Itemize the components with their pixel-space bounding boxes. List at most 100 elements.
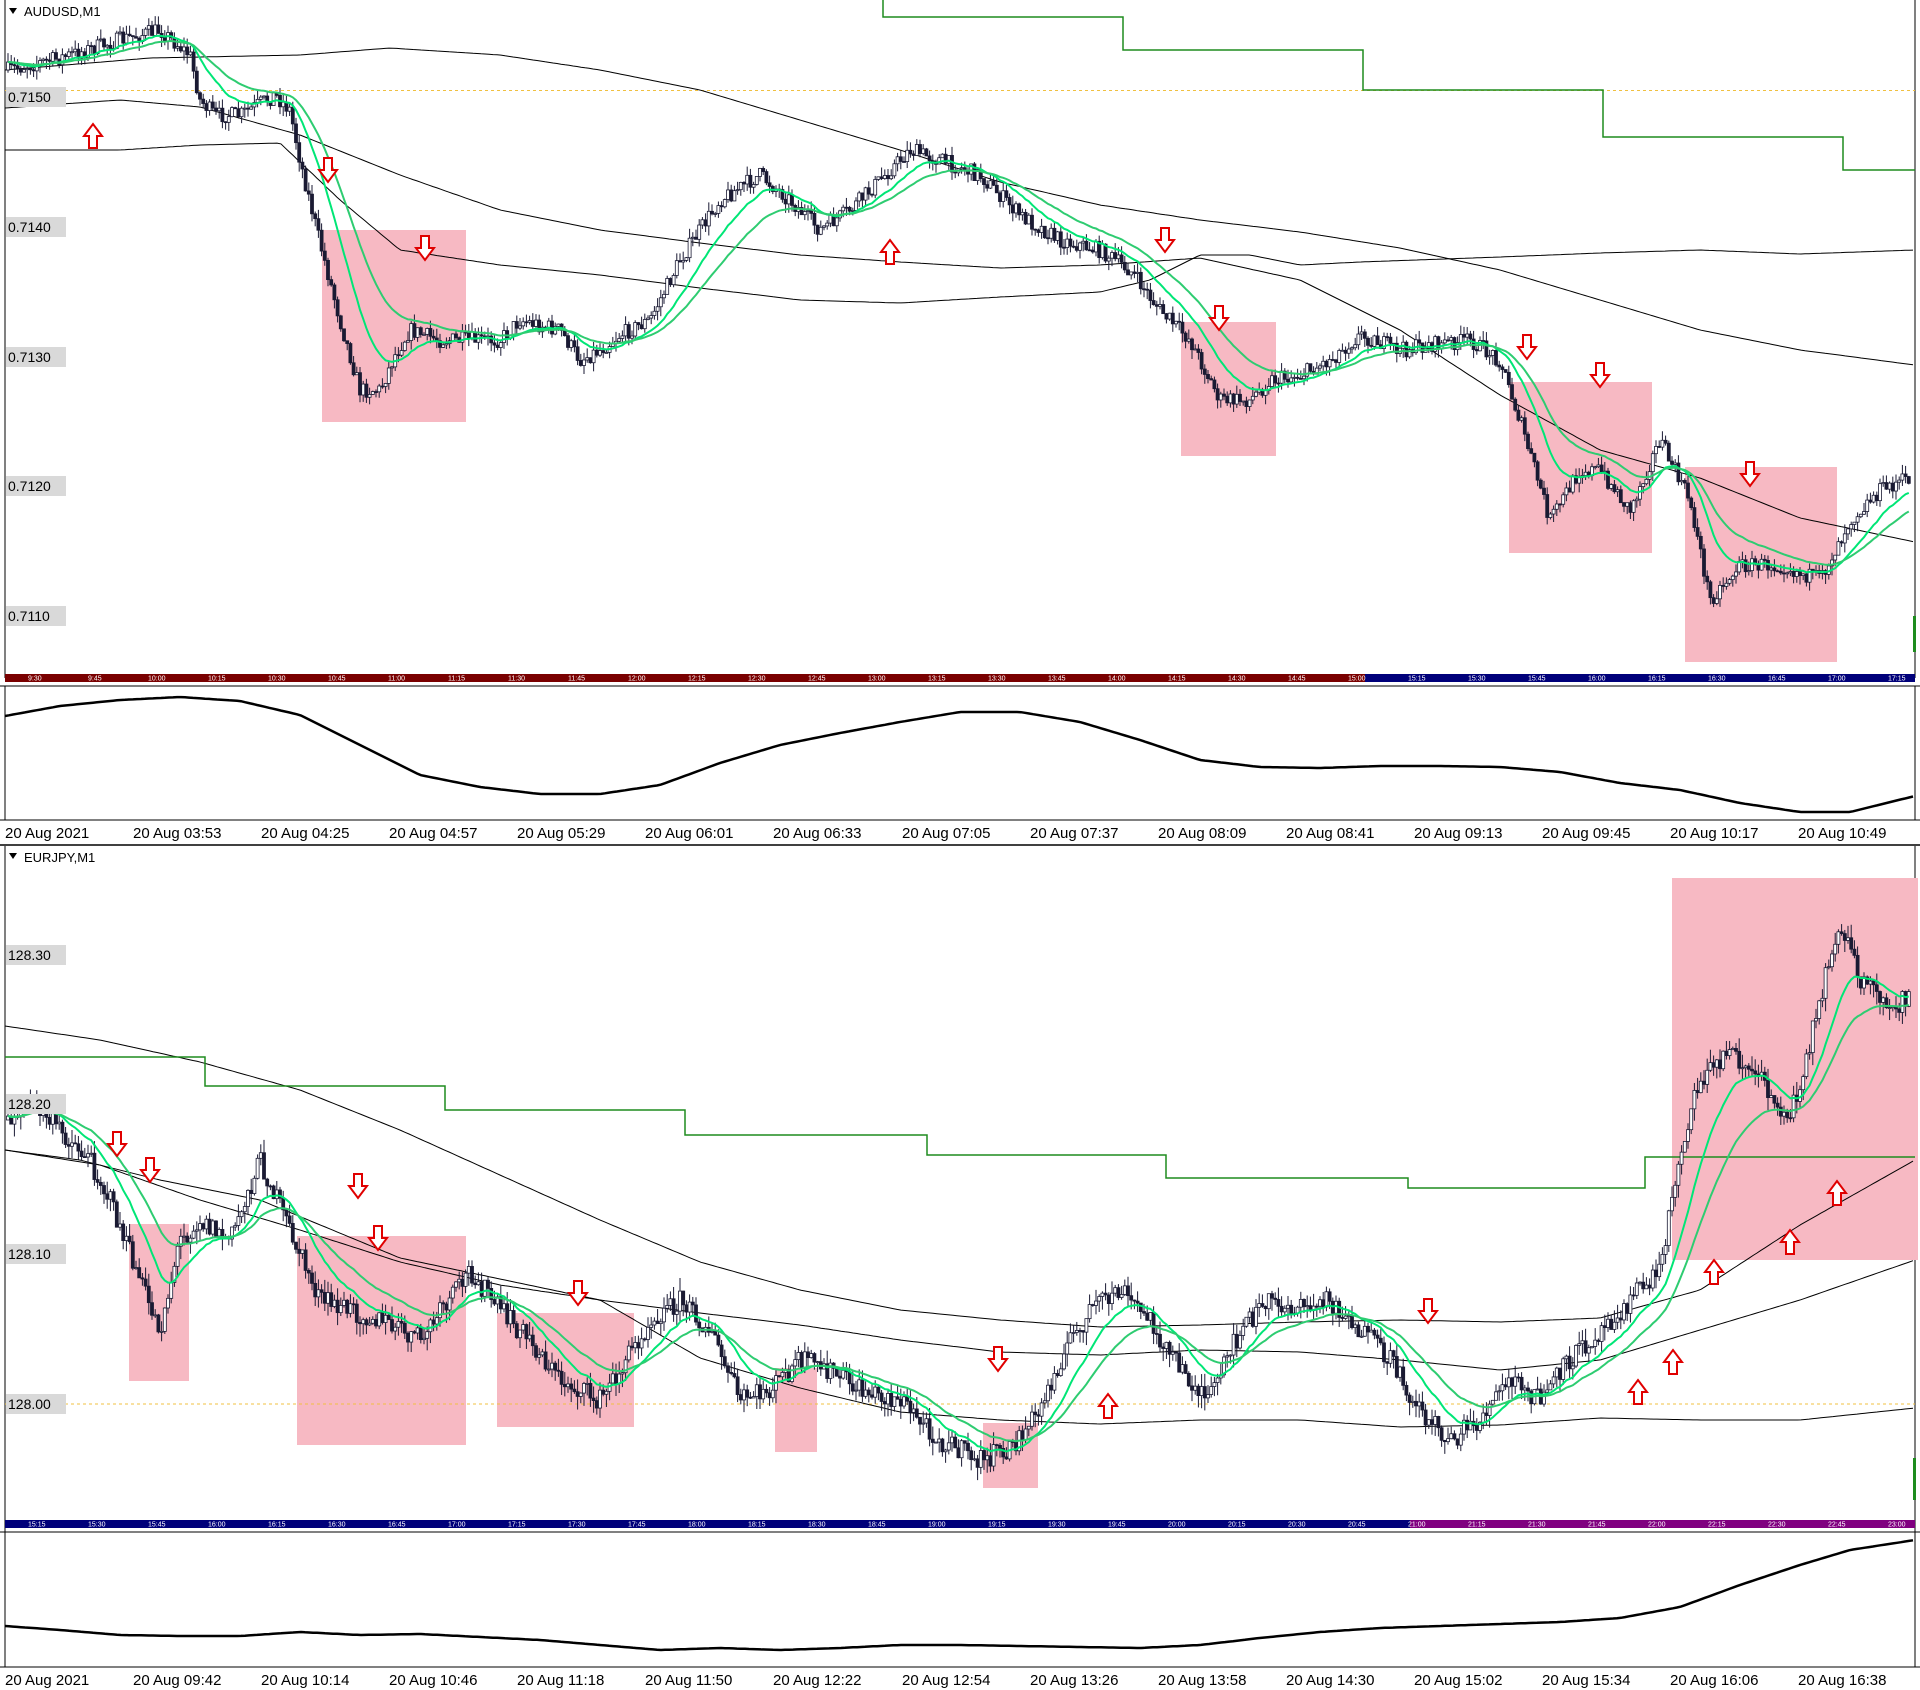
- candle-body: [1314, 1305, 1319, 1308]
- candle-body: [1644, 478, 1649, 485]
- candle-body: [1026, 214, 1031, 225]
- candle-body: [249, 1189, 254, 1194]
- eurjpy-chart-window[interactable]: EURJPY,M1 128.30 128.20 128.10 128.00 15…: [0, 846, 1920, 1533]
- candle-body: [978, 1450, 983, 1468]
- candle-body: [1231, 1333, 1236, 1356]
- candle-body: [204, 1218, 209, 1230]
- session-tick-label: 23:00: [1888, 1522, 1906, 1529]
- candle-body: [1186, 1373, 1191, 1387]
- candle-body: [434, 1317, 439, 1325]
- candle-body: [1337, 1300, 1342, 1318]
- candle-body: [143, 1278, 148, 1287]
- candle-body: [1327, 359, 1332, 368]
- candle-body: [1180, 321, 1185, 334]
- candle-body: [1183, 1364, 1188, 1374]
- candle-body: [54, 52, 58, 60]
- candle-body: [914, 144, 919, 156]
- candle-body: [1244, 400, 1249, 407]
- candle-body: [82, 1156, 87, 1159]
- candle-body: [57, 1121, 62, 1125]
- candle-body: [511, 321, 516, 336]
- candle-body: [527, 320, 532, 323]
- candle-body: [537, 319, 542, 333]
- candle-body: [559, 1370, 564, 1385]
- candle-body: [799, 1352, 804, 1369]
- collapse-triangle-icon[interactable]: [9, 853, 17, 859]
- candle-body: [1081, 1330, 1086, 1333]
- candle-body: [1631, 500, 1636, 513]
- candle-body: [188, 51, 193, 56]
- candle-body: [92, 1152, 97, 1180]
- candle-body: [934, 1441, 938, 1444]
- candle-body: [281, 101, 286, 108]
- audusd-chart-window[interactable]: AUDUSD,M1 0.7150 0.7140 0.7130 0.7120 0.…: [0, 0, 1920, 687]
- candle-body: [105, 44, 110, 48]
- candle-body: [1510, 384, 1514, 400]
- candle-body: [438, 340, 442, 348]
- candle-body: [998, 192, 1002, 202]
- session-tick-label: 10:00: [148, 676, 166, 683]
- trailing-stop-line: [5, 1056, 1915, 1189]
- candle-body: [713, 213, 718, 215]
- candle-body: [1519, 1376, 1524, 1391]
- candle-body: [1535, 461, 1540, 481]
- sell-arrow-icon: [567, 1280, 589, 1307]
- candle-body: [146, 25, 151, 30]
- candle-body: [1234, 393, 1239, 405]
- candle-body: [1078, 242, 1082, 251]
- candle-body: [1375, 335, 1380, 346]
- candle-body: [1513, 398, 1518, 411]
- candle-body: [873, 1386, 878, 1398]
- candle-body: [822, 225, 826, 228]
- session-tick-label: 22:00: [1648, 1522, 1666, 1529]
- candle-body: [703, 219, 708, 227]
- candle-body: [1897, 1008, 1902, 1013]
- candle-body: [1682, 1141, 1687, 1153]
- session-tick-label: 12:30: [748, 676, 766, 683]
- candle-body: [172, 37, 177, 49]
- candle-body: [1113, 252, 1118, 260]
- candle-body: [767, 1392, 772, 1399]
- candle-body: [246, 107, 250, 110]
- candle-body: [719, 205, 724, 208]
- candle-body: [1503, 1384, 1508, 1388]
- candle-body: [1775, 1102, 1780, 1108]
- candle-body: [1670, 460, 1674, 465]
- candle-body: [182, 1235, 186, 1238]
- candle-body: [1743, 559, 1748, 573]
- candle-body: [1679, 1151, 1684, 1165]
- sell-arrow-icon: [987, 1346, 1009, 1373]
- candle-body: [937, 1438, 942, 1443]
- candle-body: [1516, 409, 1521, 421]
- candle-body: [601, 1389, 606, 1395]
- candle-body: [18, 68, 23, 73]
- candle-body: [169, 1282, 174, 1299]
- candle-body: [1785, 572, 1790, 575]
- candle-body: [1030, 1411, 1034, 1427]
- candle-body: [1852, 948, 1857, 956]
- candle-body: [1711, 597, 1716, 604]
- candle-body: [940, 1438, 945, 1453]
- collapse-triangle-icon[interactable]: [9, 8, 17, 14]
- candle-body: [1417, 339, 1422, 344]
- audusd-oscillator-window[interactable]: [0, 686, 1920, 821]
- candle-body: [690, 236, 695, 239]
- candle-body: [1193, 348, 1198, 351]
- candle-body: [1324, 1291, 1329, 1308]
- candle-body: [1705, 1069, 1710, 1085]
- candle-body: [1554, 503, 1559, 510]
- candle-body: [1177, 320, 1182, 323]
- eurjpy-oscillator-window[interactable]: [0, 1532, 1920, 1668]
- candle-body: [1481, 340, 1486, 342]
- buy-arrow-icon: [1662, 1348, 1684, 1375]
- candle-body: [204, 103, 209, 111]
- candle-body: [1058, 1368, 1063, 1377]
- candle-body: [1753, 1070, 1758, 1075]
- candle-body: [959, 1440, 964, 1459]
- candle-body: [246, 1189, 250, 1207]
- candle-body: [1135, 1300, 1140, 1304]
- candle-body: [233, 1225, 238, 1228]
- candle-body: [146, 1285, 151, 1304]
- candle-body: [620, 1372, 625, 1375]
- candle-body: [626, 324, 631, 339]
